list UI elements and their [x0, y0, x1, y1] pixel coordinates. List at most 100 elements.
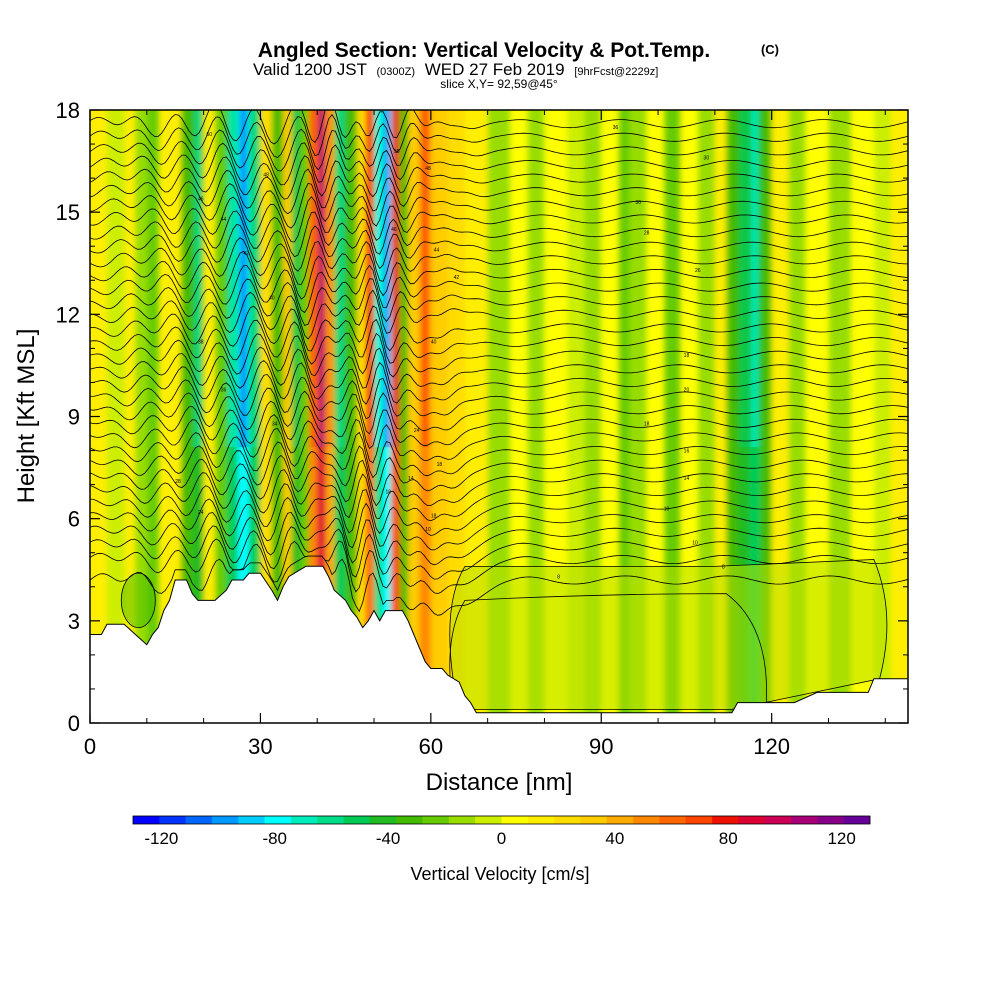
contour-label: 28: [175, 479, 181, 485]
colorbar-swatch: [290, 816, 318, 824]
contour-label: 36: [221, 387, 227, 393]
velocity-band: [447, 110, 466, 723]
velocity-band-core: [422, 110, 428, 448]
contour-label: 10: [664, 506, 670, 512]
x-tick-label: 60: [419, 734, 443, 759]
colorbar-swatch: [396, 816, 423, 824]
colorbar-swatch: [580, 816, 608, 824]
isentrope-line: [90, 360, 908, 405]
isentrope-line: [90, 454, 908, 507]
colorbar-swatch: [554, 816, 581, 824]
isentrope-line: [90, 441, 908, 492]
contour-label: 10: [692, 541, 698, 547]
isentrope-line: [90, 387, 908, 435]
isentrope-line: [90, 237, 908, 285]
colorbar-swatch: [159, 816, 186, 824]
colorbar-swatch: [133, 816, 160, 824]
contour-label: 26: [695, 268, 701, 274]
isentrope-line: [90, 346, 908, 391]
colorbar-swatch: [448, 816, 476, 824]
isentrope-line: [90, 318, 908, 365]
velocity-band: [618, 110, 631, 723]
colorbar-swatch: [685, 816, 713, 824]
isentrope-line: [90, 264, 908, 314]
colorbar-swatch: [264, 816, 292, 824]
contour-label: 8: [557, 575, 560, 581]
colorbar-title: Vertical Velocity [cm/s]: [410, 864, 589, 884]
velocity-band-core: [751, 110, 758, 448]
contour-label: 44: [434, 248, 440, 254]
contour-label: 30: [704, 156, 710, 162]
colorbar-swatch: [764, 816, 792, 824]
colorbar-swatch: [475, 816, 502, 824]
chart-title: Angled Section: Vertical Velocity & Pot.…: [258, 39, 710, 62]
isentrope-line: [90, 511, 908, 566]
valid-time-prefix: Valid 1200 JST: [253, 60, 367, 79]
contour-label: 48: [425, 166, 431, 172]
y-tick-label: 6: [68, 507, 80, 532]
valid-date: WED 27 Feb 2019: [425, 60, 565, 79]
velocity-band: [271, 110, 284, 723]
contour-label: 36: [613, 125, 619, 131]
y-tick-label: 3: [68, 609, 80, 634]
velocity-band: [146, 110, 159, 723]
colorbar-swatch: [843, 816, 871, 824]
inner-contour: [449, 593, 767, 710]
small-downdraft-contour: [120, 572, 156, 629]
potential-temperature-contours: [90, 110, 908, 616]
y-tick-label: 12: [56, 302, 80, 327]
contour-label: 40: [431, 340, 437, 346]
contour-labels: 50 48 46 44 42 40 38 36 34 28 24 50 48 46 44 42 40 24 18 14…: [175, 125, 725, 581]
contour-label: 30: [635, 200, 641, 206]
contour-label: 14: [408, 476, 414, 482]
colorbar-swatch: [659, 816, 687, 824]
velocity-band-core: [393, 110, 398, 448]
contour-label: 10: [385, 489, 391, 495]
isentrope-line: [90, 210, 908, 258]
velocity-band: [430, 110, 449, 723]
isentrope-line: [90, 155, 908, 200]
contour-label: 46: [198, 197, 204, 203]
x-tick-label: 120: [753, 734, 790, 759]
contour-label: 44: [221, 217, 227, 223]
contour-label: 18: [437, 462, 443, 468]
colorbar-swatch: [185, 816, 213, 824]
y-tick-label: 9: [68, 405, 80, 430]
isentrope-line: [90, 400, 908, 450]
contour-label: 20: [684, 387, 690, 393]
colorbar-swatch: [527, 816, 555, 824]
plot-area: 50 48 46 44 42 40 38 36 34 28 24 50 48 46 44 42 40 24 18 14…: [90, 110, 908, 723]
colorbar-swatch: [317, 816, 344, 824]
isentrope-line: [90, 114, 908, 158]
isentrope-line: [90, 250, 908, 300]
isentrope-line: [90, 278, 908, 326]
velocity-band: [760, 110, 773, 723]
low-level-downdraft-region: [120, 559, 888, 710]
contour-label: 10: [425, 527, 431, 533]
colorbar-frame: [132, 815, 871, 825]
contour-label: 50: [207, 132, 213, 138]
velocity-band: [399, 110, 409, 723]
contour-label: 8: [722, 564, 725, 570]
isentrope-line: [90, 182, 908, 229]
velocity-band-core: [319, 110, 324, 448]
velocity-band-core: [195, 110, 201, 448]
velocity-band: [726, 110, 739, 723]
isentrope-line: [90, 332, 908, 378]
colorbar-swatch: [606, 816, 634, 824]
velocity-band-core: [251, 110, 258, 448]
velocity-band: [169, 110, 182, 723]
isentrope-line: [90, 483, 908, 536]
colorbar-swatch: [817, 816, 844, 824]
contour-label: 18: [684, 353, 690, 359]
contour-label: 46: [391, 227, 397, 233]
isentrope-line: [90, 525, 908, 580]
isentrope-line: [90, 224, 908, 272]
velocity-band: [283, 110, 293, 723]
colorbar-swatch: [343, 816, 371, 824]
colorbar-swatch: [712, 816, 739, 824]
velocity-band: [408, 110, 420, 723]
velocity-band: [356, 110, 367, 723]
velocity-band-core: [293, 110, 299, 448]
colorbar-swatch: [738, 816, 766, 824]
